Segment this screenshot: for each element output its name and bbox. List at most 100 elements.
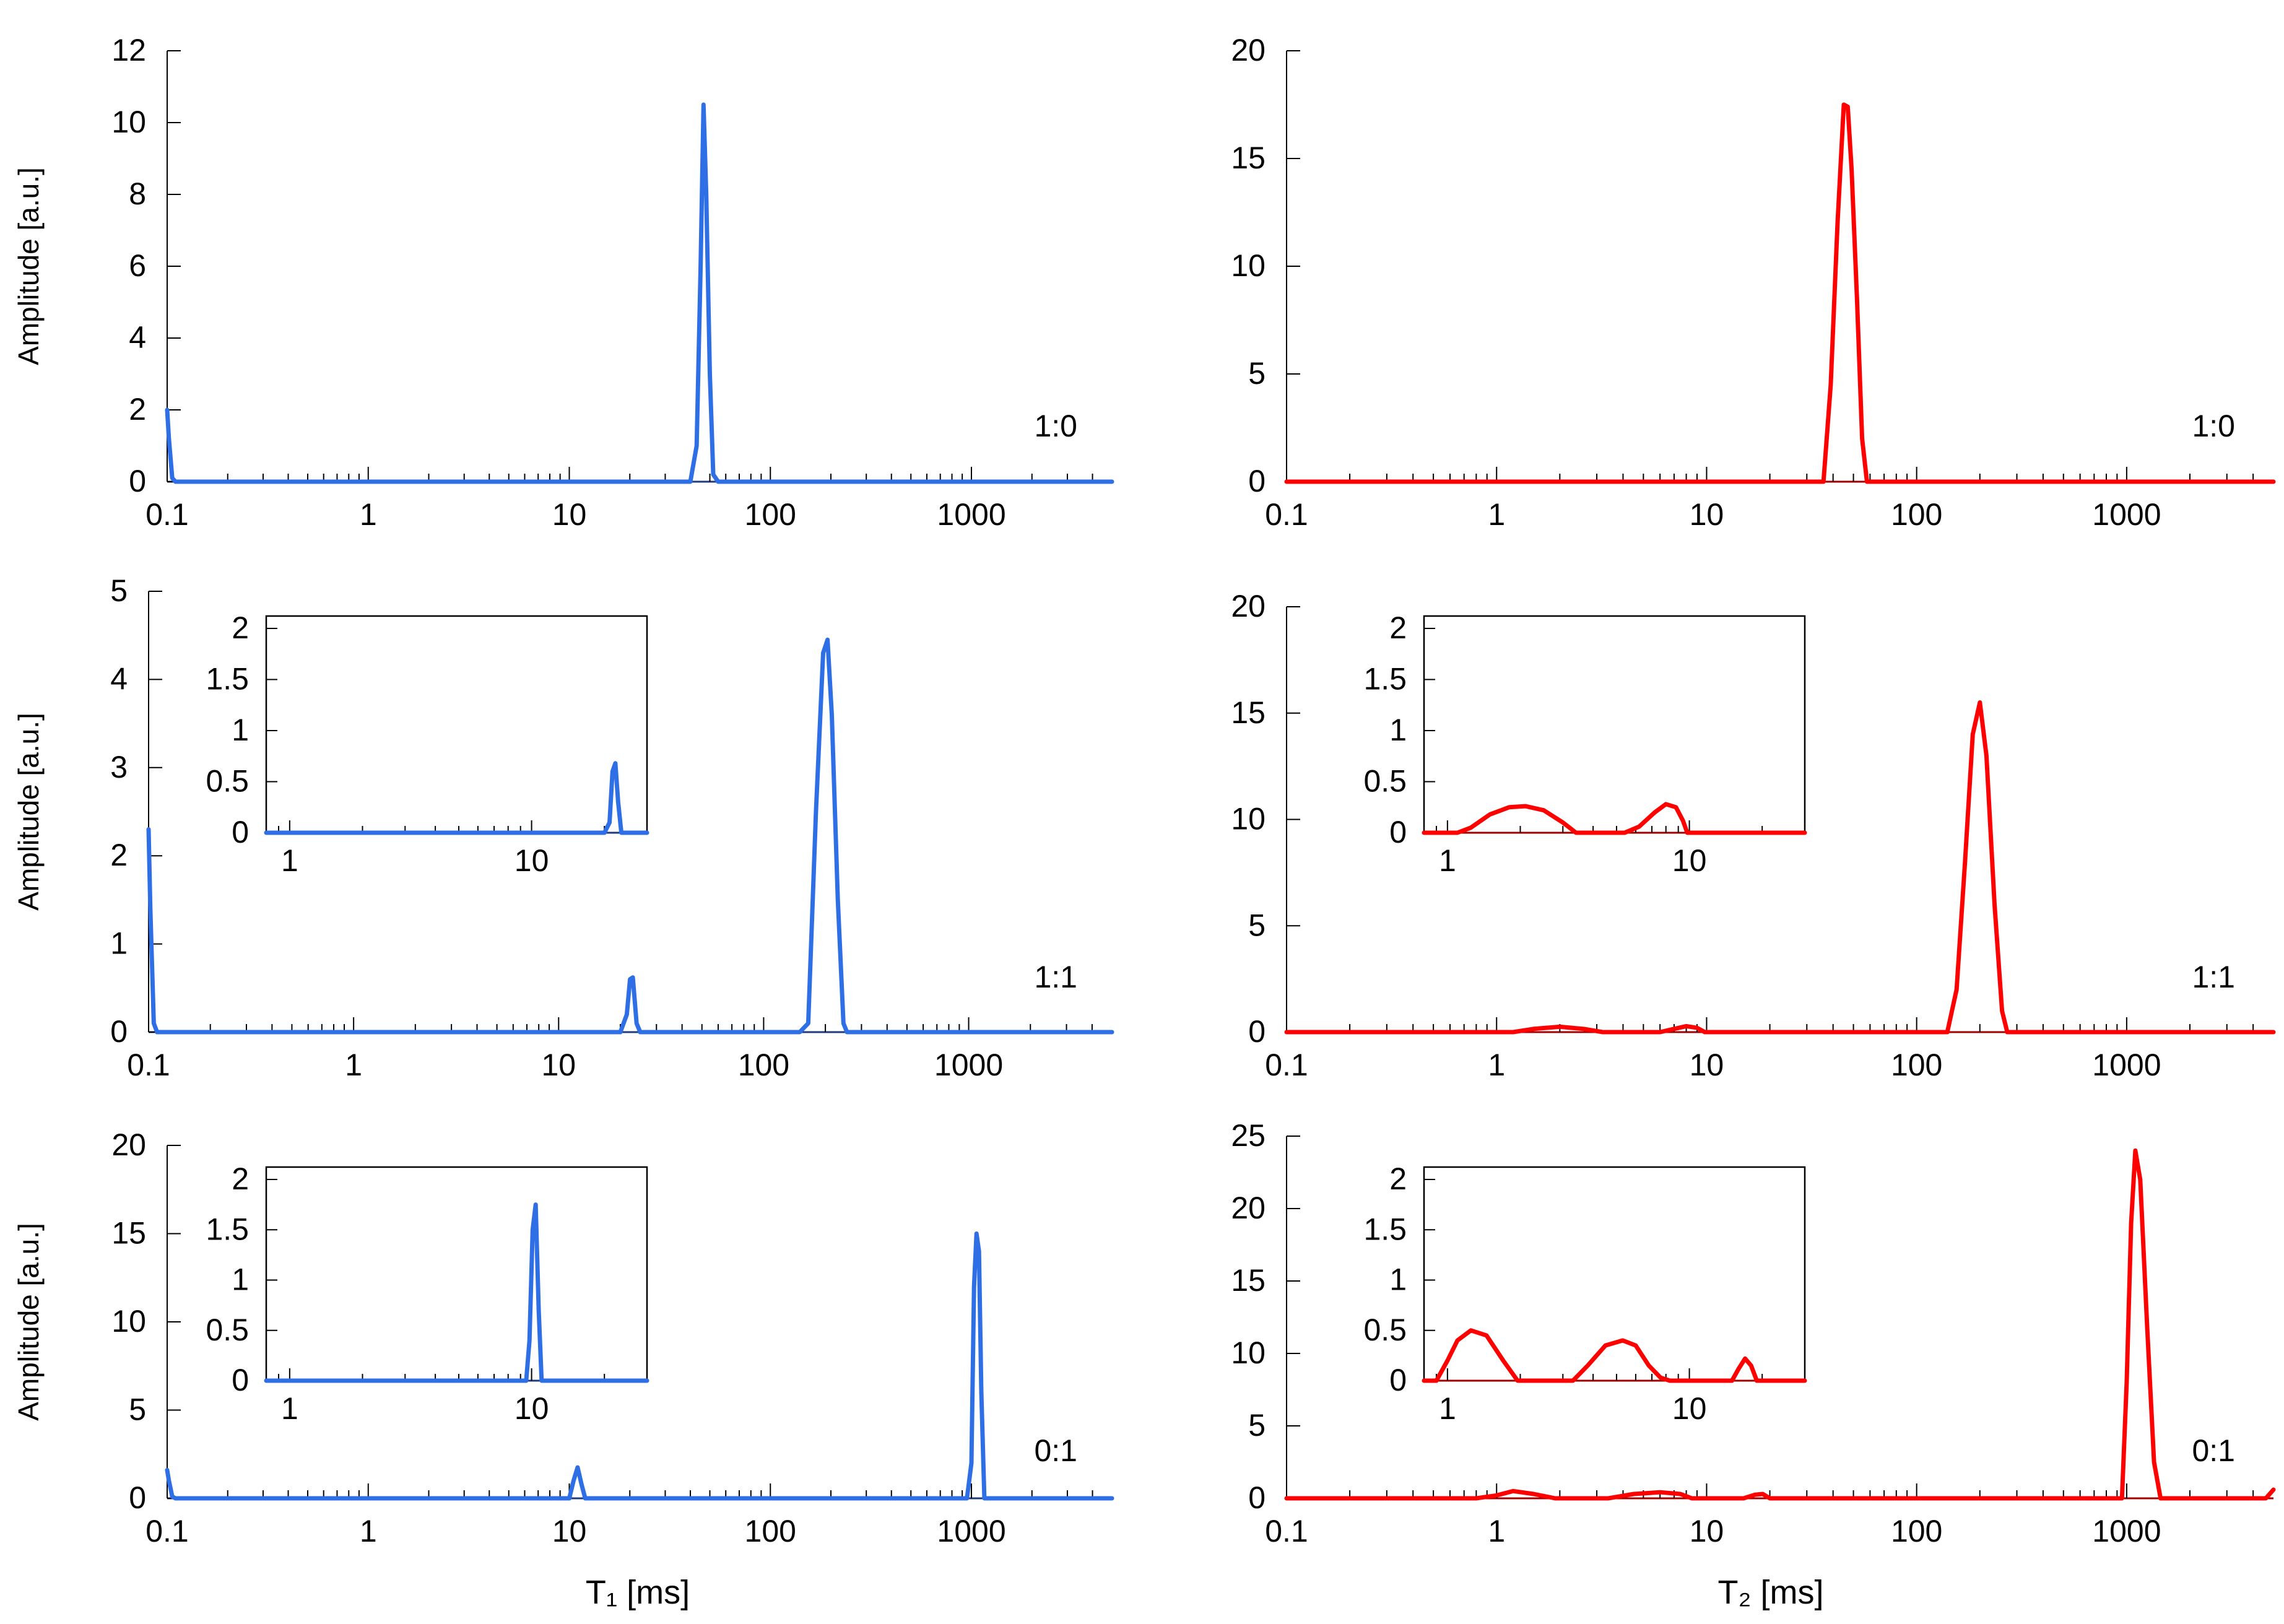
x-tick-label: 10 (552, 497, 587, 532)
x-tick-label: 1000 (934, 1048, 1003, 1082)
inset-x-tick-label: 10 (515, 843, 549, 878)
y-tick-label: 15 (111, 1216, 146, 1251)
x-tick-label: 0.1 (127, 1048, 170, 1082)
x-tick-label: 100 (738, 1048, 789, 1082)
y-tick-label: 10 (1231, 802, 1266, 836)
inset-y-tick-label: 1 (1389, 1262, 1407, 1297)
inset-series-line (264, 761, 649, 835)
x-axis-title: T₁ [ms] (586, 1574, 690, 1611)
y-tick-label: 1 (110, 926, 128, 961)
inset-y-tick-label: 1 (232, 1262, 249, 1297)
inset-x-tick-label: 10 (515, 1391, 549, 1426)
x-axis-title: T₂ [ms] (1718, 1574, 1824, 1611)
panel-t2_ratio_1_1: 0 5 10 15 20 0.1 1 10 100 1000 1:1 0 0.5 1 1.5 2 1 10 (1231, 589, 2276, 1082)
x-tick-label: 0.1 (1265, 497, 1308, 532)
inset-y-tick-label: 2 (232, 1162, 249, 1196)
inset-y-tick-label: 2 (1389, 610, 1407, 645)
series-line (165, 102, 1114, 484)
ratio-annotation: 1:0 (2192, 409, 2235, 443)
ratio-annotation: 0:1 (2192, 1433, 2235, 1468)
y-tick-label: 10 (111, 105, 146, 139)
y-tick-label: 20 (1231, 1191, 1266, 1225)
inset-y-tick-label: 1.5 (206, 1212, 249, 1246)
x-tick-label: 1000 (937, 1514, 1005, 1548)
inset-y-tick-label: 0 (1389, 1363, 1407, 1397)
x-tick-label: 1 (1488, 1048, 1505, 1082)
series-line (1284, 700, 2276, 1035)
y-tick-label: 5 (1248, 356, 1266, 391)
x-tick-label: 0.1 (145, 497, 189, 532)
inset-y-tick-label: 1.5 (206, 662, 249, 697)
y-tick-label: 20 (1231, 33, 1266, 67)
y-tick-label: 8 (129, 176, 146, 211)
y-tick-label: 0 (1248, 1480, 1266, 1515)
x-tick-label: 1000 (937, 497, 1005, 532)
inset-y-tick-label: 2 (232, 610, 249, 645)
x-tick-label: 1 (1488, 1514, 1505, 1548)
x-tick-label: 1 (360, 1514, 377, 1548)
inset-y-tick-label: 0.5 (1363, 764, 1407, 799)
y-tick-label: 2 (110, 838, 128, 872)
x-tick-label: 100 (1891, 1048, 1942, 1082)
x-tick-label: 100 (745, 1514, 796, 1548)
inset-series-line (1422, 802, 1807, 835)
x-tick-label: 100 (1891, 497, 1942, 532)
x-tick-label: 10 (1690, 1514, 1724, 1548)
y-tick-label: 5 (129, 1392, 146, 1427)
x-tick-label: 0.1 (145, 1514, 189, 1548)
inset-y-tick-label: 1 (1389, 713, 1407, 747)
y-tick-label: 5 (1248, 1408, 1266, 1443)
x-tick-label: 1000 (2092, 1048, 2161, 1082)
inset-x-tick-label: 1 (281, 1391, 298, 1426)
y-tick-label: 10 (1231, 1335, 1266, 1370)
x-tick-label: 1 (345, 1048, 362, 1082)
y-tick-label: 0 (1248, 464, 1266, 498)
x-tick-label: 10 (552, 1514, 587, 1548)
inset-y-tick-label: 0 (232, 815, 249, 849)
ratio-annotation: 1:0 (1034, 409, 1077, 443)
y-tick-label: 0 (129, 1480, 146, 1515)
y-tick-label: 15 (1231, 141, 1266, 175)
inset-y-tick-label: 0 (232, 1363, 249, 1397)
ratio-annotation: 0:1 (1034, 1433, 1077, 1468)
x-tick-label: 1000 (2092, 1514, 2161, 1548)
inset-series-line (264, 1202, 649, 1383)
y-tick-label: 12 (111, 33, 146, 67)
inset-y-tick-label: 0 (1389, 815, 1407, 849)
inset-x-tick-label: 1 (1439, 1391, 1456, 1426)
inset: 0 0.5 1 1.5 2 1 10 (1363, 610, 1807, 878)
inset-frame (265, 615, 648, 834)
series-line (1284, 102, 2276, 484)
series-line (165, 1231, 1114, 1501)
x-tick-label: 100 (1891, 1514, 1942, 1548)
y-axis-title: Amplitude [a.u.] (12, 1223, 45, 1421)
y-tick-label: 20 (1231, 589, 1266, 623)
y-tick-label: 2 (129, 392, 146, 427)
y-tick-label: 10 (111, 1304, 146, 1339)
y-tick-label: 25 (1231, 1118, 1266, 1153)
inset-x-tick-label: 10 (1672, 843, 1707, 878)
x-tick-label: 1000 (2092, 497, 2161, 532)
inset-y-tick-label: 2 (1389, 1162, 1407, 1196)
series-line (146, 637, 1114, 1035)
y-tick-label: 3 (110, 750, 128, 784)
inset-y-tick-label: 1.5 (1363, 1212, 1407, 1246)
y-tick-label: 6 (129, 248, 146, 283)
inset-frame (1423, 1166, 1806, 1382)
y-tick-label: 15 (1231, 1263, 1266, 1298)
y-tick-label: 0 (1248, 1014, 1266, 1049)
inset-frame (265, 1166, 648, 1382)
ratio-annotation: 1:1 (1034, 960, 1077, 994)
y-tick-label: 0 (110, 1014, 128, 1049)
y-tick-label: 4 (129, 320, 146, 355)
panel-t1_ratio_1_0: 0 2 4 6 8 10 12 0.1 1 10 100 1000 Amplitude [a.u.] 1:… (12, 33, 1114, 532)
x-tick-label: 10 (541, 1048, 576, 1082)
inset-y-tick-label: 1.5 (1363, 662, 1407, 697)
inset-series-line (1422, 1328, 1807, 1383)
inset: 0 0.5 1 1.5 2 1 10 (206, 610, 649, 878)
x-tick-label: 1 (360, 497, 377, 532)
x-tick-label: 0.1 (1265, 1048, 1308, 1082)
x-tick-label: 10 (1690, 497, 1724, 532)
y-tick-label: 4 (110, 661, 128, 696)
